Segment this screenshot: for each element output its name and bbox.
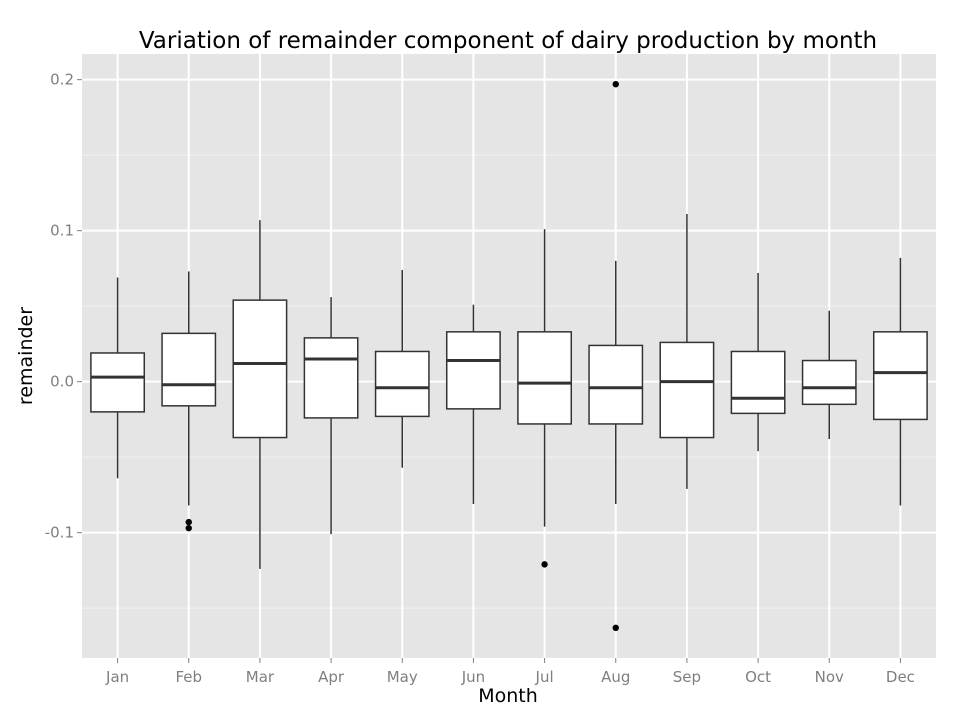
x-tick-label: Jan [105,668,129,686]
box-jul [517,229,573,568]
box-body [445,331,501,410]
box-mar [232,220,288,569]
box-series [90,81,928,631]
box-jun [445,304,501,504]
x-tick-label: Oct [745,668,771,686]
x-tick-label: Aug [601,668,630,686]
outlier-point [612,624,619,631]
box-body [303,337,359,419]
y-axis-title: remainder [15,307,37,405]
outlier-point [185,518,192,526]
box-feb [161,271,217,532]
x-tick-label: Jun [461,668,485,686]
box-body [872,331,928,421]
box-aug [588,81,644,631]
x-tick-label: Dec [886,668,915,686]
x-tick-label: May [387,668,418,686]
outlier-point [612,81,619,88]
box-nov [801,310,857,440]
x-axis-title: Month [478,685,538,707]
box-body [517,331,573,425]
box-body [659,341,715,439]
chart-title: Variation of remainder component of dair… [139,28,877,54]
box-body [232,299,288,439]
y-tick-label: 0.0 [50,373,74,391]
box-dec [872,257,928,506]
y-tick-label: 0.1 [50,222,74,240]
box-body [161,332,217,407]
box-body [90,352,146,413]
box-jan [90,277,146,479]
x-tick-label: Jul [535,668,554,686]
box-body [588,344,644,425]
outlier-point [185,524,192,532]
outlier-point [541,561,548,568]
x-tick-label: Sep [673,668,701,686]
box-apr [303,297,359,535]
box-sep [659,214,715,489]
x-axis: Jan Feb Mar Apr May Jun Jul Aug Sep Oct Nov Dec [105,658,915,686]
x-tick-label: Nov [815,668,844,686]
plot-panel [82,54,936,658]
y-axis: -0.1 0.0 0.1 0.2 [45,71,82,542]
box-body [801,359,857,406]
y-tick-label: -0.1 [45,524,74,542]
x-tick-label: Feb [175,668,202,686]
x-tick-label: Mar [246,668,275,686]
box-oct [730,272,786,452]
box-body [374,350,430,418]
y-tick-label: 0.2 [50,71,74,89]
box-body [730,350,786,415]
x-tick-label: Apr [318,668,345,686]
box-may [374,269,430,468]
